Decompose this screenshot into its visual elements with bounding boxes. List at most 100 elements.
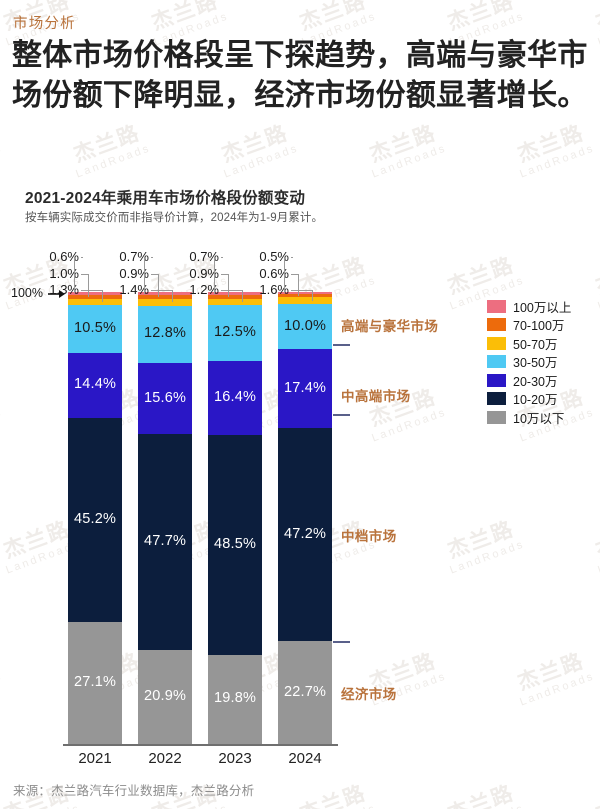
- legend-item-30-50万[interactable]: 30-50万: [487, 353, 571, 372]
- legend-item-50-70万[interactable]: 50-70万: [487, 334, 571, 353]
- callout-leader-vertical: [214, 257, 215, 294]
- bar-segment-50-70万[interactable]: [138, 299, 192, 306]
- kicker-label: 市场分析: [13, 16, 76, 32]
- legend-label: 50-70万: [513, 337, 558, 352]
- bar-segment-10万以下[interactable]: [138, 649, 192, 744]
- legend-item-100万以上[interactable]: 100万以上: [487, 297, 571, 316]
- bar-segment-50-70万[interactable]: [208, 299, 262, 305]
- bar-segment-10-20万[interactable]: [278, 428, 332, 642]
- bar-segment-70-100万[interactable]: [278, 294, 332, 297]
- chart-baseline: [63, 744, 338, 746]
- legend-swatch-icon: [487, 318, 506, 332]
- callout-leader-vertical: [102, 290, 103, 303]
- callout-value-label: 1.4%: [119, 282, 149, 297]
- group-divider-tick: [333, 641, 350, 643]
- bar-segment-70-100万[interactable]: [68, 294, 122, 300]
- group-label-中档市场: 中档市场: [341, 529, 397, 544]
- callout-labels-2022: 0.7% 0.9% 1.4%: [103, 249, 149, 299]
- legend-label: 10万以下: [513, 411, 565, 426]
- bar-segment-30-50万[interactable]: [208, 304, 262, 362]
- legend-swatch-icon: [487, 355, 506, 369]
- bar-segment-30-50万[interactable]: [68, 305, 122, 353]
- bar-segment-10万以下[interactable]: [208, 654, 262, 744]
- callout-leader-horizontal: [151, 257, 153, 258]
- callout-value-label: 0.9%: [119, 265, 149, 281]
- chart-title: 2021-2024年乘用车市场价格段份额变动: [25, 190, 306, 207]
- callout-leader-horizontal: [151, 290, 172, 291]
- callout-leader-vertical: [242, 290, 243, 302]
- callout-leader-vertical: [228, 273, 229, 298]
- source-note: 来源：杰兰路汽车行业数据库，杰兰路分析: [13, 784, 255, 798]
- bar-column-2022[interactable]: 12.8% 15.6% 47.7% 20.9%: [138, 292, 192, 744]
- bar-segment-70-100万[interactable]: [138, 295, 192, 300]
- x-axis-tick-2023: 2023: [218, 750, 252, 767]
- bar-segment-10万以下[interactable]: [68, 621, 122, 745]
- group-divider-tick: [333, 344, 350, 346]
- callout-leader-vertical: [172, 290, 173, 303]
- callout-leader-vertical: [284, 257, 285, 294]
- legend-label: 100万以上: [513, 300, 572, 315]
- legend-item-70-100万[interactable]: 70-100万: [487, 316, 571, 335]
- bar-segment-30-50万[interactable]: [278, 304, 332, 350]
- bar-column-2024[interactable]: 10.0% 17.4% 47.2% 22.7%: [278, 292, 332, 744]
- group-divider-tick: [333, 414, 350, 416]
- bar-segment-100万以上[interactable]: [68, 292, 122, 295]
- callout-leader-horizontal: [221, 257, 223, 258]
- callout-leader-horizontal: [151, 273, 158, 275]
- bar-segment-20-30万[interactable]: [68, 352, 122, 418]
- callout-value-label: 0.6%: [49, 249, 79, 264]
- callout-leader-horizontal: [221, 290, 242, 291]
- bar-column-2023[interactable]: 12.5% 16.4% 48.5% 19.8%: [208, 292, 262, 744]
- bar-segment-10万以下[interactable]: [278, 641, 332, 744]
- callout-labels-2024: 0.5% 0.6% 1.6%: [243, 249, 289, 299]
- callout-value-label: 0.7%: [119, 249, 149, 264]
- bar-segment-10-20万[interactable]: [68, 417, 122, 622]
- bar-segment-100万以上[interactable]: [208, 292, 262, 296]
- callout-leader-horizontal: [291, 290, 312, 291]
- group-label-高端与豪华市场: 高端与豪华市场: [341, 319, 439, 334]
- callout-leader-horizontal: [221, 273, 228, 275]
- group-label-中高端市场: 中高端市场: [341, 389, 411, 404]
- x-axis-tick-2024: 2024: [288, 750, 322, 767]
- bar-segment-100万以上[interactable]: [278, 292, 332, 295]
- callout-leader-horizontal: [81, 273, 88, 275]
- bar-segment-50-70万[interactable]: [278, 296, 332, 305]
- legend-swatch-icon: [487, 410, 506, 424]
- bar-segment-10-20万[interactable]: [208, 435, 262, 655]
- x-axis-tick-2021: 2021: [78, 750, 112, 767]
- callout-leader-vertical: [88, 273, 89, 297]
- callout-leader-vertical: [74, 257, 75, 294]
- bar-segment-50-70万[interactable]: [68, 299, 122, 306]
- callout-value-label: 0.5%: [259, 249, 289, 264]
- bar-segment-20-30万[interactable]: [208, 361, 262, 436]
- group-label-经济市场: 经济市场: [341, 687, 397, 702]
- callout-leader-horizontal: [291, 257, 293, 258]
- callout-leader-horizontal: [81, 290, 102, 291]
- headline-text: 整体市场价格段呈下探趋势，高端与豪华市场份额下降明显，经济市场份额显著增长。: [12, 39, 588, 112]
- legend-swatch-icon: [487, 392, 506, 406]
- bar-segment-70-100万[interactable]: [208, 295, 262, 300]
- callout-value-label: 1.2%: [189, 282, 219, 297]
- callout-leader-horizontal: [81, 257, 83, 258]
- callout-leader-vertical: [158, 273, 159, 298]
- callout-leader-vertical: [144, 257, 145, 294]
- bar-segment-30-50万[interactable]: [138, 305, 192, 364]
- bar-segment-20-30万[interactable]: [278, 349, 332, 429]
- legend-swatch-icon: [487, 299, 506, 313]
- axis-top-label: 100%: [11, 286, 43, 300]
- callout-leader-vertical: [312, 290, 313, 301]
- bar-column-2021[interactable]: 10.5% 14.4% 45.2% 27.1%: [68, 292, 122, 745]
- callout-leader-vertical: [298, 273, 299, 296]
- legend-item-10万以下[interactable]: 10万以下: [487, 408, 571, 427]
- bar-segment-10-20万[interactable]: [138, 433, 192, 650]
- callout-value-label: 0.9%: [189, 265, 219, 281]
- bar-segment-100万以上[interactable]: [138, 292, 192, 296]
- bar-segment-20-30万[interactable]: [138, 363, 192, 434]
- legend-item-20-30万[interactable]: 20-30万: [487, 371, 571, 390]
- legend-swatch-icon: [487, 336, 506, 350]
- legend-label: 70-100万: [513, 319, 565, 334]
- legend-item-10-20万[interactable]: 10-20万: [487, 390, 571, 409]
- legend-label: 20-30万: [513, 374, 558, 389]
- chart-legend: 100万以上 70-100万 50-70万 30-50万 20-30万 10-20万 10万…: [487, 297, 571, 427]
